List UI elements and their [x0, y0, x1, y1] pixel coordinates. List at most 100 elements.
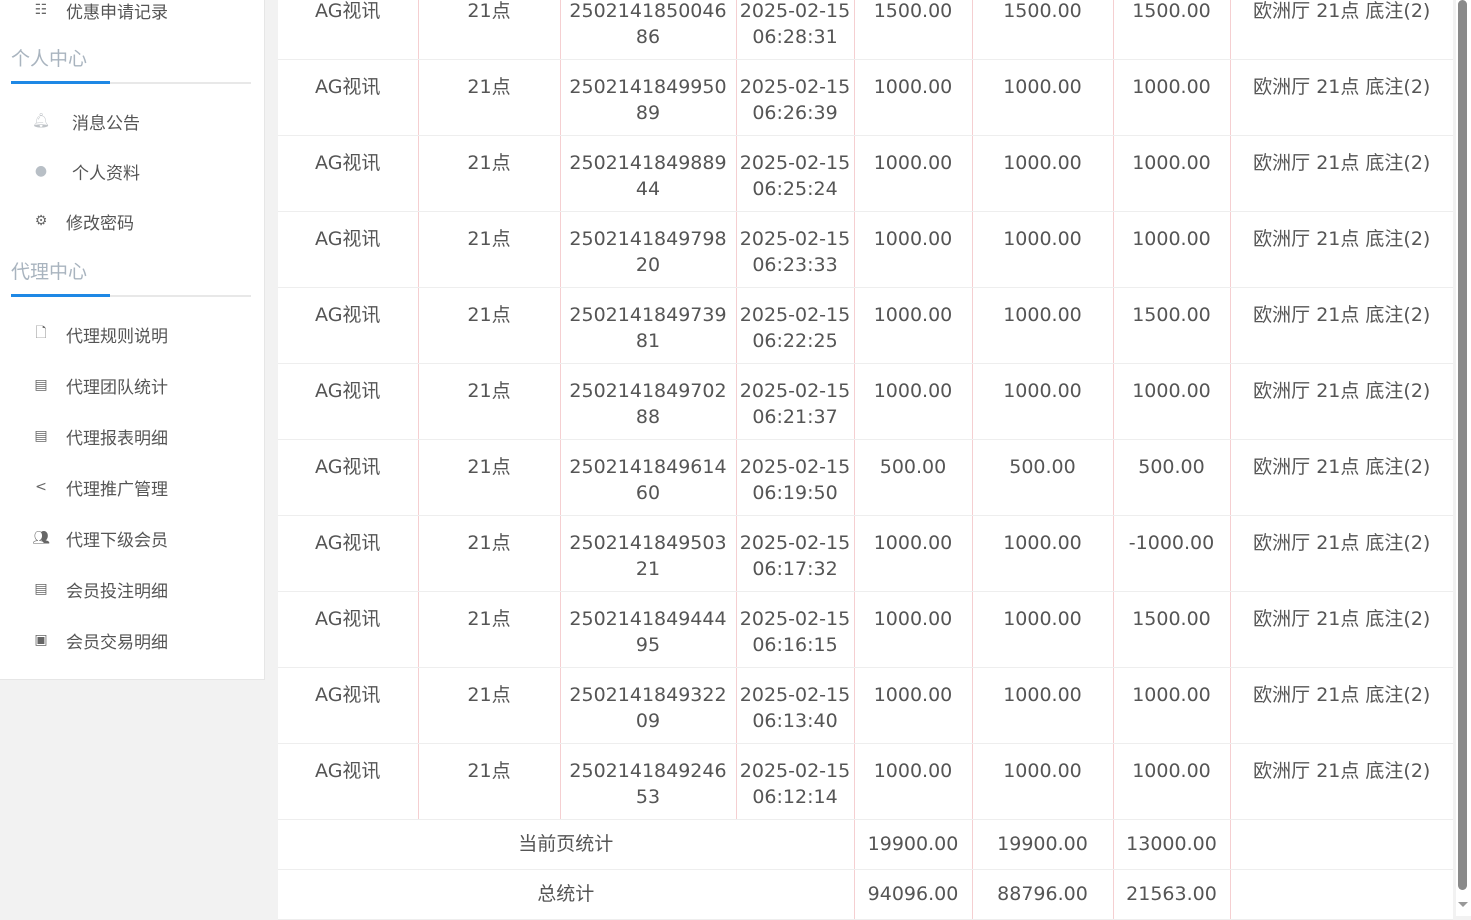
cell-platform: AG视讯: [278, 0, 419, 60]
cell-order-number: 250214185004686: [560, 0, 737, 60]
cell-game-detail: 欧洲厅 21点 底注(2): [1230, 439, 1453, 516]
cell-order-number: 250214184961460: [560, 439, 737, 516]
section-title-agent: 代理中心: [11, 261, 88, 283]
table-row: AG视讯 21点 250214184961460 2025-02-15 06:19:5…: [278, 439, 1453, 516]
list-icon: ☷: [34, 2, 48, 18]
cell-valid-bet: 1000.00: [972, 59, 1114, 136]
cell-bet-amount: 1000.00: [854, 743, 973, 820]
cell-valid-bet: 1000.00: [972, 135, 1114, 212]
cell-order-number: 250214184995089: [560, 59, 737, 136]
sidebar-item-promo-records[interactable]: ☷ 优惠申请记录: [0, 0, 168, 23]
cell-valid-bet: 1000.00: [972, 743, 1114, 820]
summary-value: 19900.00: [972, 819, 1114, 870]
cell-win-loss: 1000.00: [1113, 211, 1231, 288]
sidebar-item-agent-report[interactable]: ▤ 代理报表明细: [0, 424, 168, 449]
summary-label: 当前页统计: [278, 819, 855, 870]
summary-value: 13000.00: [1113, 819, 1231, 870]
scrollbar-thumb[interactable]: [1458, 0, 1467, 890]
bet-records-table: AG视讯 21点 250214185004686 2025-02-15 06:28:3…: [278, 0, 1453, 920]
users-icon: 👥︎: [32, 530, 50, 546]
cell-platform: AG视讯: [278, 211, 419, 288]
sidebar-item-label: 代理下级会员: [66, 530, 168, 551]
cell-bet-time: 2025-02-15 06:17:32: [736, 515, 855, 592]
cell-bet-time: 2025-02-15 06:23:33: [736, 211, 855, 288]
cell-bet-amount: 1000.00: [854, 667, 973, 744]
cell-valid-bet: 1000.00: [972, 591, 1114, 668]
scroll-down-arrow-icon[interactable]: [1458, 902, 1468, 907]
cell-bet-time: 2025-02-15 06:22:25: [736, 287, 855, 364]
cell-game-detail: 欧洲厅 21点 底注(2): [1230, 515, 1453, 592]
table-row: AG视讯 21点 250214184995089 2025-02-15 06:26:3…: [278, 59, 1453, 136]
cell-platform: AG视讯: [278, 59, 419, 136]
table-row: AG视讯 21点 250214184944495 2025-02-15 06:16:1…: [278, 591, 1453, 668]
cell-win-loss: 1000.00: [1113, 743, 1231, 820]
cell-win-loss: 1000.00: [1113, 667, 1231, 744]
sidebar-item-change-password[interactable]: ⚙ 修改密码: [0, 209, 134, 234]
cell-order-number: 250214184924653: [560, 743, 737, 820]
summary-value: 88796.00: [972, 869, 1114, 920]
cell-valid-bet: 1500.00: [972, 0, 1114, 60]
sidebar-item-member-bets[interactable]: ▤ 会员投注明细: [0, 577, 168, 602]
summary-value: 21563.00: [1113, 869, 1231, 920]
sidebar-item-agent-rules[interactable]: 🗋 代理规则说明: [0, 322, 168, 347]
table-row: AG视讯 21点 250214184950321 2025-02-15 06:17:3…: [278, 515, 1453, 592]
newspaper-icon: ▤: [34, 377, 48, 393]
sidebar-item-label: 代理规则说明: [66, 326, 168, 347]
sidebar-item-label: 优惠申请记录: [66, 2, 168, 23]
cell-game: 21点: [418, 211, 561, 288]
cell-order-number: 250214184932209: [560, 667, 737, 744]
cell-order-number: 250214184970288: [560, 363, 737, 440]
cell-bet-amount: 1500.00: [854, 0, 973, 60]
total-summary-row: 总统计 94096.00 88796.00 21563.00: [278, 869, 1453, 920]
bell-icon: 🔔︎: [32, 113, 50, 129]
cell-order-number: 250214184944495: [560, 591, 737, 668]
cell-game: 21点: [418, 135, 561, 212]
cell-game: 21点: [418, 667, 561, 744]
cell-order-number: 250214184988944: [560, 135, 737, 212]
table-row: AG视讯 21点 250214184924653 2025-02-15 06:12:1…: [278, 743, 1453, 820]
table-row: AG视讯 21点 250214184932209 2025-02-15 06:13:4…: [278, 667, 1453, 744]
cell-bet-time: 2025-02-15 06:19:50: [736, 439, 855, 516]
cell-bet-time: 2025-02-15 06:12:14: [736, 743, 855, 820]
cell-bet-amount: 1000.00: [854, 591, 973, 668]
cell-game: 21点: [418, 287, 561, 364]
cell-order-number: 250214184973981: [560, 287, 737, 364]
sidebar-item-profile[interactable]: ● 个人资料: [0, 159, 140, 184]
sidebar-item-notices[interactable]: 🔔︎ 消息公告: [0, 109, 140, 134]
cell-bet-time: 2025-02-15 06:26:39: [736, 59, 855, 136]
cell-bet-time: 2025-02-15 06:21:37: [736, 363, 855, 440]
cell-game-detail: 欧洲厅 21点 底注(2): [1230, 743, 1453, 820]
cell-win-loss: 1000.00: [1113, 363, 1231, 440]
summary-value: 94096.00: [854, 869, 973, 920]
cell-valid-bet: 1000.00: [972, 287, 1114, 364]
summary-value: 19900.00: [854, 819, 973, 870]
cell-platform: AG视讯: [278, 667, 419, 744]
cell-platform: AG视讯: [278, 363, 419, 440]
cell-valid-bet: 1000.00: [972, 515, 1114, 592]
page-summary-row: 当前页统计 19900.00 19900.00 13000.00: [278, 819, 1453, 870]
cell-bet-time: 2025-02-15 06:25:24: [736, 135, 855, 212]
sidebar-item-label: 会员投注明细: [66, 581, 168, 602]
cell-platform: AG视讯: [278, 743, 419, 820]
cell-game-detail: 欧洲厅 21点 底注(2): [1230, 287, 1453, 364]
cell-platform: AG视讯: [278, 591, 419, 668]
cell-game-detail: 欧洲厅 21点 底注(2): [1230, 591, 1453, 668]
sidebar-item-sub-members[interactable]: 👥︎ 代理下级会员: [0, 526, 168, 551]
cell-bet-amount: 1000.00: [854, 515, 973, 592]
sidebar-item-promotion[interactable]: < 代理推广管理: [0, 475, 168, 500]
sidebar-item-member-transactions[interactable]: ▣ 会员交易明细: [0, 628, 168, 653]
sidebar-item-team-stats[interactable]: ▤ 代理团队统计: [0, 373, 168, 398]
cell-win-loss: -1000.00: [1113, 515, 1231, 592]
cell-valid-bet: 1000.00: [972, 667, 1114, 744]
sidebar-item-label: 修改密码: [66, 213, 134, 234]
summary-empty: [1230, 869, 1453, 920]
cell-game: 21点: [418, 439, 561, 516]
cell-bet-amount: 500.00: [854, 439, 973, 516]
cell-valid-bet: 1000.00: [972, 363, 1114, 440]
cell-game: 21点: [418, 59, 561, 136]
file-icon: 🗋: [35, 325, 47, 341]
cell-bet-amount: 1000.00: [854, 211, 973, 288]
cell-bet-amount: 1000.00: [854, 59, 973, 136]
sidebar-item-label: 代理团队统计: [66, 377, 168, 398]
clipboard-icon: ▤: [34, 581, 48, 597]
